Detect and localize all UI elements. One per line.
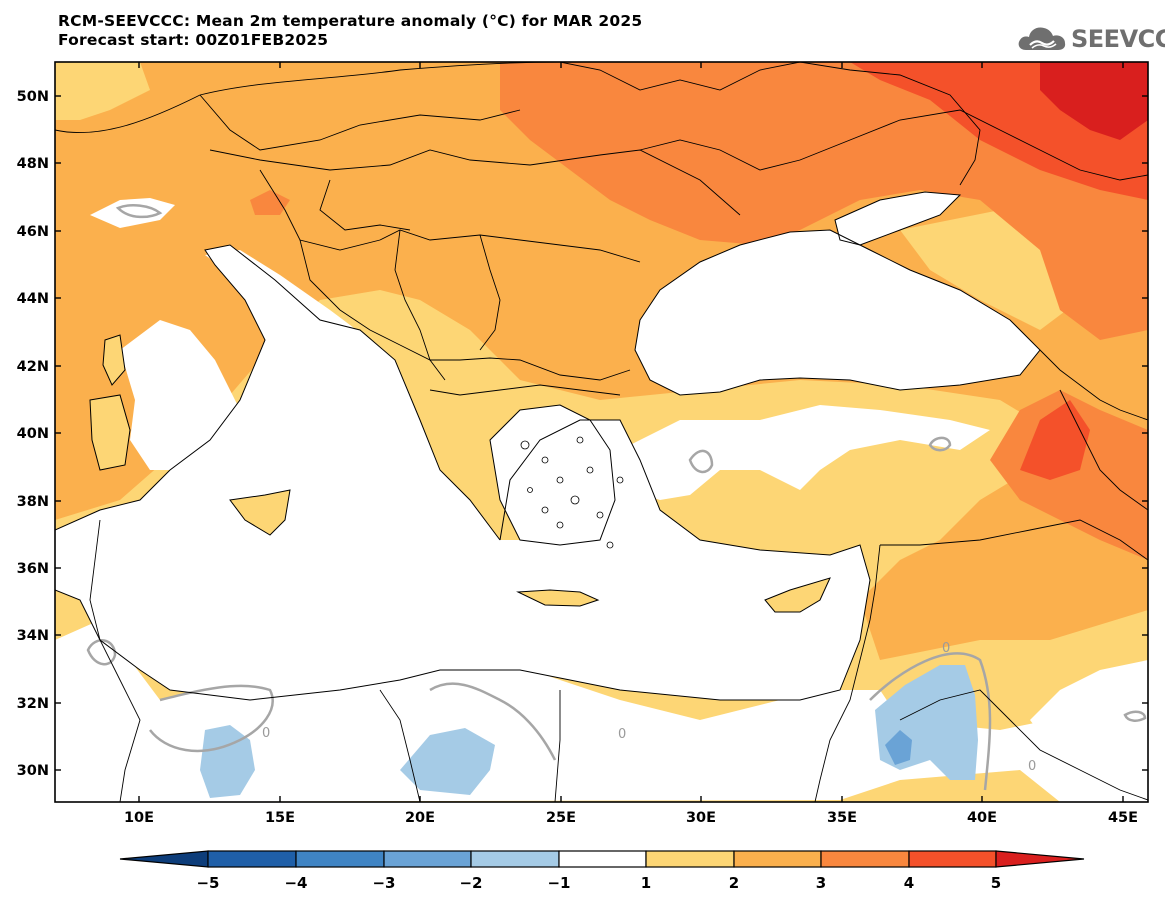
anomaly-near-zero-alps bbox=[90, 198, 175, 228]
colorbar-segment bbox=[645, 850, 735, 868]
colorbar-segment bbox=[383, 850, 472, 868]
anomaly-near-zero-turkey bbox=[620, 405, 990, 500]
island-sicily bbox=[230, 490, 290, 535]
anomaly-band-3-4-east bbox=[990, 390, 1148, 560]
lon-label: 20E bbox=[405, 810, 435, 826]
colorbar-tick-label: −2 bbox=[459, 874, 482, 892]
lat-label: 46N bbox=[17, 224, 49, 240]
lat-label: 44N bbox=[17, 291, 49, 307]
colorbar-segment bbox=[908, 850, 997, 868]
anomaly-band-4-5-caucasus bbox=[1020, 400, 1090, 480]
aegean-islands bbox=[520, 436, 624, 549]
contour-label: 0 bbox=[262, 726, 270, 741]
lat-label: 30N bbox=[17, 763, 49, 779]
lat-label: 50N bbox=[17, 89, 49, 105]
lon-label: 30E bbox=[686, 810, 716, 826]
cloud-icon bbox=[1018, 27, 1066, 50]
title-line-2: Forecast start: 00Z01FEB2025 bbox=[58, 31, 329, 49]
colorbar-labels: −5 −4 −3 −2 −1 1 2 3 4 5 bbox=[196, 874, 1001, 892]
logo-text: SEEVCCC bbox=[1071, 25, 1165, 53]
sea-black bbox=[635, 230, 1040, 395]
lon-label: 25E bbox=[546, 810, 576, 826]
colorbar-arrow-low bbox=[119, 850, 209, 868]
colorbar-segment bbox=[733, 850, 822, 868]
lat-label: 36N bbox=[17, 561, 49, 577]
island-crete bbox=[518, 590, 598, 606]
colorbar-tick-label: −5 bbox=[196, 874, 219, 892]
contour-label: 0 bbox=[942, 641, 950, 656]
colorbar-arrow-high bbox=[995, 850, 1085, 868]
lat-label: 38N bbox=[17, 494, 49, 510]
seevccc-logo: SEEVCCC bbox=[1016, 22, 1165, 56]
colorbar-tick-label: −3 bbox=[372, 874, 395, 892]
contour-label: 0 bbox=[1028, 759, 1036, 774]
zero-contours bbox=[86, 204, 1147, 791]
island-sardinia bbox=[90, 395, 130, 470]
sea-adriatic bbox=[205, 250, 405, 400]
anomaly-near-zero-arabia bbox=[1030, 660, 1148, 770]
lat-label: 40N bbox=[17, 426, 49, 442]
map-frame bbox=[54, 61, 1149, 803]
colorbar-segment bbox=[820, 850, 910, 868]
colorbar-tick-label: 2 bbox=[729, 874, 739, 892]
colorbar-tick-label: 3 bbox=[816, 874, 826, 892]
lon-label: 10E bbox=[124, 810, 154, 826]
colorbar-segment bbox=[558, 850, 647, 868]
sea-aegean bbox=[490, 405, 615, 545]
anomaly-band-neg-1-2-libya bbox=[200, 725, 255, 798]
anomaly-band-3-4-balkan bbox=[250, 190, 290, 215]
colorbar-segment bbox=[295, 850, 385, 868]
sea-tyrrhenian bbox=[120, 320, 245, 470]
map-title: RCM-SEEVCCC: Mean 2m temperature anomaly… bbox=[58, 12, 642, 50]
colorbar-tick-label: 1 bbox=[641, 874, 651, 892]
colorbar-tick-label: 4 bbox=[904, 874, 914, 892]
lat-axis: 50N 48N 46N 44N 42N 40N 38N 36N 34N 32N … bbox=[17, 89, 1148, 779]
lat-label: 32N bbox=[17, 696, 49, 712]
lon-label: 40E bbox=[967, 810, 997, 826]
colorbar-tick-label: −1 bbox=[547, 874, 570, 892]
lat-label: 42N bbox=[17, 359, 49, 375]
sea-mediterranean bbox=[55, 245, 870, 700]
colorbar-tick-label: −4 bbox=[284, 874, 307, 892]
lat-label: 34N bbox=[17, 628, 49, 644]
map-field bbox=[55, 62, 1148, 802]
sea-azov bbox=[835, 192, 960, 245]
anomaly-band-neg-2-3-arabia bbox=[885, 730, 912, 765]
contour-labels: 0 0 0 0 bbox=[262, 641, 1036, 774]
borders bbox=[55, 62, 1148, 802]
anomaly-band-neg-1-2-egypt bbox=[400, 728, 495, 795]
lon-label: 35E bbox=[827, 810, 857, 826]
colorbar bbox=[119, 850, 1085, 868]
anomaly-band-5plus bbox=[1040, 62, 1148, 140]
lon-label: 15E bbox=[265, 810, 295, 826]
lon-label: 45E bbox=[1108, 810, 1138, 826]
island-corsica bbox=[103, 335, 125, 385]
coastlines bbox=[55, 191, 1041, 701]
lat-label: 48N bbox=[17, 156, 49, 172]
colorbar-tick-label: 5 bbox=[991, 874, 1001, 892]
lon-axis: 10E 15E 20E 25E 30E 35E 40E 45E bbox=[124, 62, 1138, 826]
title-line-1: RCM-SEEVCCC: Mean 2m temperature anomaly… bbox=[58, 12, 643, 30]
colorbar-segment bbox=[470, 850, 560, 868]
contour-label: 0 bbox=[618, 727, 626, 742]
anomaly-near-zero-africa bbox=[55, 620, 1148, 802]
colorbar-segment bbox=[207, 850, 297, 868]
